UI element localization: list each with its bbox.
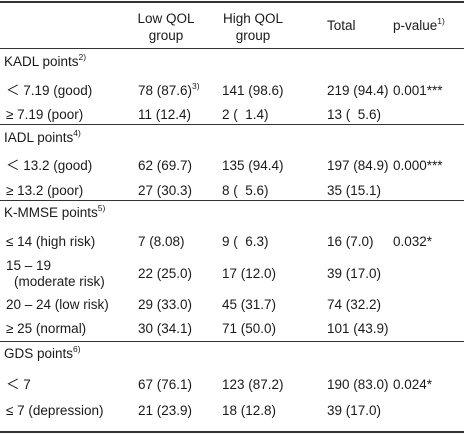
row-label-text: ≥ 7.19 (poor): [6, 107, 84, 122]
section-title: K-MMSE points5): [4, 203, 106, 221]
cell-total: 39 (17.0): [327, 403, 382, 418]
section-title-text: IADL points: [4, 130, 74, 145]
row-label: ≥ 25 (normal): [6, 321, 86, 337]
row-label: ＜ 7: [6, 377, 31, 393]
cell-low-qol: 22 (25.0): [138, 266, 192, 282]
row-label-text: ＜ 7: [6, 377, 31, 392]
section-title: IADL points4): [4, 128, 81, 146]
header-p-value: p-value1): [393, 16, 445, 34]
section-rule: [0, 124, 464, 125]
cell-low-qol-value: 7 (8.08): [138, 234, 185, 249]
cell-total: 13 ( 5.6): [327, 107, 382, 122]
cell-low-qol-value: 67 (76.1): [138, 377, 193, 392]
cell-low-qol-value: 29 (33.0): [138, 297, 193, 312]
cell-total: 219 (94.4): [327, 83, 389, 98]
section-rule: [0, 200, 464, 201]
cell-low-qol: 29 (33.0): [138, 297, 192, 313]
cell-high-qol: 71 (50.0): [222, 321, 277, 336]
bottom-rule: [0, 431, 464, 433]
row-label-text: ＜ 13.2 (good): [6, 158, 93, 173]
cell-p-value: 0.024*: [393, 377, 433, 392]
row-label: ＜ 7.19 (good): [6, 83, 92, 99]
section-title-footnote: 4): [73, 128, 81, 138]
cell-high-qol: 141 (98.6): [222, 83, 284, 98]
header-p-value-label: p-value: [393, 18, 438, 33]
section-title-text: GDS points: [4, 346, 74, 361]
cell-high-qol: 123 (87.2): [222, 377, 284, 392]
section-title-text: K-MMSE points: [4, 205, 98, 220]
cell-total: 74 (32.2): [327, 297, 382, 312]
cell-low-qol-value: 62 (69.7): [138, 158, 193, 173]
cell-low-qol: 78 (87.6)3): [138, 81, 200, 99]
row-label-text-2: (moderate risk): [14, 274, 105, 289]
cell-p-value: 0.032*: [393, 234, 433, 249]
row-label-text: 20 – 24 (low risk): [6, 297, 109, 312]
row-label-text: ＜ 7.19 (good): [6, 83, 93, 98]
cell-low-qol-value: 27 (30.3): [138, 183, 193, 198]
header-low-qol: Low QOL group: [126, 10, 206, 44]
cell-low-qol: 67 (76.1): [138, 377, 192, 393]
cell-low-qol: 21 (23.9): [138, 403, 192, 419]
row-label: ≥ 13.2 (poor): [6, 183, 83, 199]
cell-low-qol: 62 (69.7): [138, 158, 192, 174]
cell-total: 39 (17.0): [327, 266, 382, 281]
cell-high-qol: 17 (12.0): [222, 266, 277, 281]
cell-high-qol: 9 ( 6.3): [222, 234, 269, 249]
cell-total: 190 (83.0): [327, 377, 389, 392]
cell-high-qol: 2 ( 1.4): [222, 107, 269, 122]
top-rule: [0, 1, 464, 3]
cell-low-qol-value: 30 (34.1): [138, 321, 193, 336]
row-label-text: ≥ 25 (normal): [6, 321, 87, 336]
header-low-qol-line2: group: [148, 28, 184, 43]
cell-low-qol-value: 22 (25.0): [138, 266, 193, 281]
cell-total: 101 (43.9): [327, 321, 389, 336]
section-title: GDS points6): [4, 344, 81, 362]
row-label: 20 – 24 (low risk): [6, 297, 109, 313]
row-label: ≤ 7 (depression): [6, 403, 103, 419]
row-label: ≥ 7.19 (poor): [6, 107, 83, 123]
cell-footnote: 3): [192, 81, 200, 91]
cell-total: 197 (84.9): [327, 158, 389, 173]
section-title-footnote: 6): [73, 344, 81, 354]
cell-low-qol: 27 (30.3): [138, 183, 192, 199]
section-rule: [0, 341, 464, 342]
section-title: KADL points2): [4, 52, 87, 70]
row-label-text: 15 – 19: [6, 258, 52, 273]
cell-low-qol-value: 78 (87.6): [138, 83, 193, 98]
row-label: ≤ 14 (high risk): [6, 234, 95, 250]
header-rule: [0, 48, 464, 49]
header-low-qol-line1: Low QOL: [137, 11, 195, 26]
cell-total: 35 (15.1): [327, 183, 382, 198]
section-title-footnote: 2): [78, 52, 87, 62]
cell-p-value: 0.000***: [393, 158, 443, 173]
row-label-text: ≤ 14 (high risk): [6, 234, 96, 249]
cell-high-qol: 8 ( 5.6): [222, 183, 269, 198]
cell-p-value: 0.001***: [393, 83, 443, 98]
row-label: ＜ 13.2 (good): [6, 158, 92, 174]
header-total: Total: [327, 18, 356, 33]
cell-high-qol: 45 (31.7): [222, 297, 277, 312]
header-high-qol-line2: group: [235, 28, 271, 43]
header-high-qol: High QOL group: [212, 10, 294, 44]
cell-high-qol: 135 (94.4): [222, 158, 284, 173]
cell-high-qol: 18 (12.8): [222, 403, 277, 418]
cell-low-qol: 7 (8.08): [138, 234, 185, 250]
header-p-value-footnote: 1): [437, 16, 445, 26]
cell-low-qol-value: 11 (12.4): [138, 107, 192, 122]
header-high-qol-line1: High QOL: [222, 11, 284, 26]
cell-low-qol: 11 (12.4): [138, 107, 191, 123]
row-label: 15 – 19 (moderate risk): [6, 258, 105, 290]
cell-low-qol: 30 (34.1): [138, 321, 192, 337]
section-title-footnote: 5): [97, 203, 106, 213]
row-label-text: ≥ 13.2 (poor): [6, 183, 84, 198]
row-label-text: ≤ 7 (depression): [6, 403, 104, 418]
section-title-text: KADL points: [4, 54, 79, 69]
cell-total: 16 (7.0): [327, 234, 374, 249]
cell-low-qol-value: 21 (23.9): [138, 403, 193, 418]
